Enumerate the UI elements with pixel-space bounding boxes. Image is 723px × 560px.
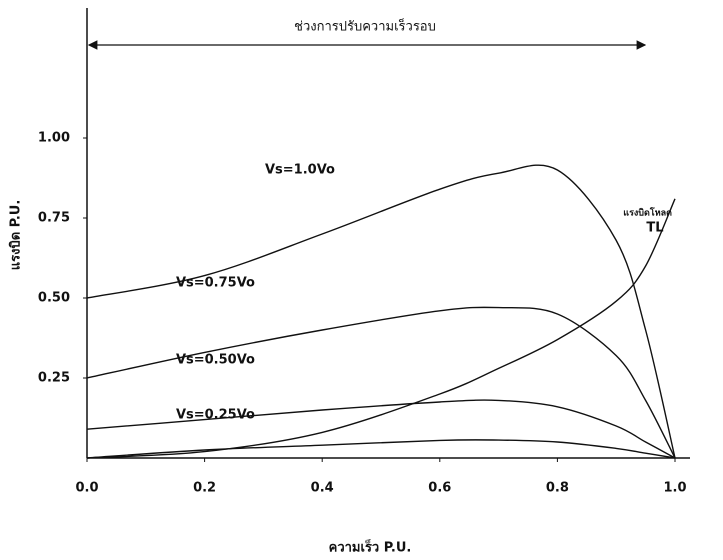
- curve: [87, 440, 675, 458]
- x-tick-label: 0.2: [193, 481, 216, 496]
- y-tick-label: 0.75: [38, 211, 70, 226]
- x-tick-label: 1.0: [663, 481, 686, 496]
- x-tick-label: 0.6: [428, 481, 451, 496]
- range-label: ช่วงการปรับความเร็วรอบ: [294, 17, 436, 35]
- x-tick-label: 0.4: [311, 481, 334, 496]
- series-label: Vs=0.25Vo: [176, 408, 255, 423]
- series-label: Vs=0.75Vo: [176, 276, 255, 291]
- x-axis-label: ความเร็ว P.U.: [329, 538, 412, 556]
- chart: ช่วงการปรับความเร็วรอบ ความเร็ว P.U. แรง…: [0, 0, 723, 560]
- curve: [87, 307, 675, 458]
- y-axis-label: แรงบิด P.U.: [9, 200, 24, 271]
- series-label: แรงบิดโหลด: [623, 207, 672, 219]
- series-label: Vs=1.0Vo: [265, 163, 335, 178]
- y-tick-label: 1.00: [38, 131, 70, 146]
- x-tick-label: 0.8: [546, 481, 569, 496]
- y-tick-label: 0.25: [38, 371, 70, 386]
- series-label: Vs=0.50Vo: [176, 353, 255, 368]
- x-tick-label: 0.0: [75, 481, 98, 496]
- load-label: TL: [646, 221, 663, 236]
- y-tick-label: 0.50: [38, 291, 70, 306]
